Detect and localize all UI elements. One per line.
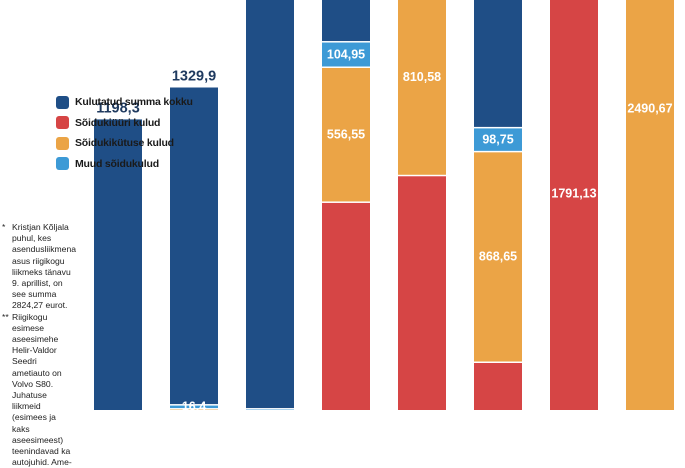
footnote-2-mark: ** xyxy=(2,311,9,322)
bars-layer xyxy=(94,0,674,410)
legend-item-fuel: Sõidukikütuse kulud xyxy=(56,133,193,153)
bar-4-segment-2-label: 556,55 xyxy=(327,127,365,141)
legend-swatch-rental xyxy=(56,116,69,129)
legend-item-other: Muud sõidukulud xyxy=(56,154,193,174)
bar-2-segment-3 xyxy=(170,87,218,405)
bar-3-segment-2 xyxy=(246,0,294,409)
chart-legend: Kulutatud summa kokku Sõidukiüüri kulud … xyxy=(56,92,193,174)
legend-swatch-total xyxy=(56,95,69,109)
bar-5-segment-2 xyxy=(398,0,446,175)
legend-item-total: Kulutatud summa kokku xyxy=(56,92,193,112)
bar-2-total-label: 1329,9 xyxy=(172,68,216,84)
legend-swatch-other xyxy=(56,157,69,170)
legend-label-rental: Sõidukiüüri kulud xyxy=(75,116,161,129)
footnote-1-text: Kristjan Kõljala puhul, kes asendusliikm… xyxy=(12,222,77,311)
bar-5-segment-2-label: 810,58 xyxy=(403,70,441,84)
footnote-1: * Kristjan Kõljala puhul, kes asenduslii… xyxy=(2,222,77,312)
stacked-bar-chart: 1198,316,41329,91967,9556,55104,952036,2… xyxy=(94,0,674,410)
bar-4-segment-4 xyxy=(322,0,370,42)
bar-6-segment-3 xyxy=(474,126,522,151)
legend-label-fuel: Sõidukikütuse kulud xyxy=(75,137,174,149)
bar-4-segment-2 xyxy=(322,66,370,202)
bar-7-segment-1-label: 1791,13 xyxy=(551,186,596,200)
bar-6-segment-2 xyxy=(474,150,522,362)
bar-7-segment-1 xyxy=(550,0,598,410)
legend-label-other: Muud sõidukulud xyxy=(75,157,159,170)
bar-5-segment-1 xyxy=(398,174,446,410)
bar-1-total-label: 1198,3 xyxy=(96,100,140,116)
bar-6-segment-1 xyxy=(474,361,522,410)
legend-item-rental: Sõidukiüüri kulud xyxy=(56,113,193,133)
bar-8-segment-1-label: 2490,67 xyxy=(627,102,672,116)
footnote-2: ** Riigikogu esimese aseesimehe Helir-Va… xyxy=(2,312,74,468)
bar-4-segment-3 xyxy=(322,41,370,67)
legend-label-total: Kulutatud summa kokku xyxy=(75,96,193,108)
bar-6-segment-4 xyxy=(474,0,522,127)
footnote-1-mark: * xyxy=(2,222,6,232)
bar-6-segment-3-label: 98,75 xyxy=(482,132,513,146)
bar-1-segment-1 xyxy=(94,119,142,410)
legend-swatch-fuel xyxy=(56,136,69,150)
bar-2-segment-2-label: 16,4 xyxy=(182,400,206,410)
bar-8-segment-1 xyxy=(626,0,674,410)
labels-layer: 1198,316,41329,91967,9556,55104,952036,2… xyxy=(96,47,672,410)
bar-4-segment-3-label: 104,95 xyxy=(327,47,365,61)
bar-4-segment-1 xyxy=(322,201,370,410)
footnotes: * Kristjan Kõljala puhul, kes asenduslii… xyxy=(2,222,77,468)
bar-2-segment-2 xyxy=(170,404,218,409)
footnote-2-text: Riigikogu esimese aseesimehe Helir-Valdo… xyxy=(12,311,72,468)
bar-6-segment-2-label: 868,65 xyxy=(479,250,517,264)
